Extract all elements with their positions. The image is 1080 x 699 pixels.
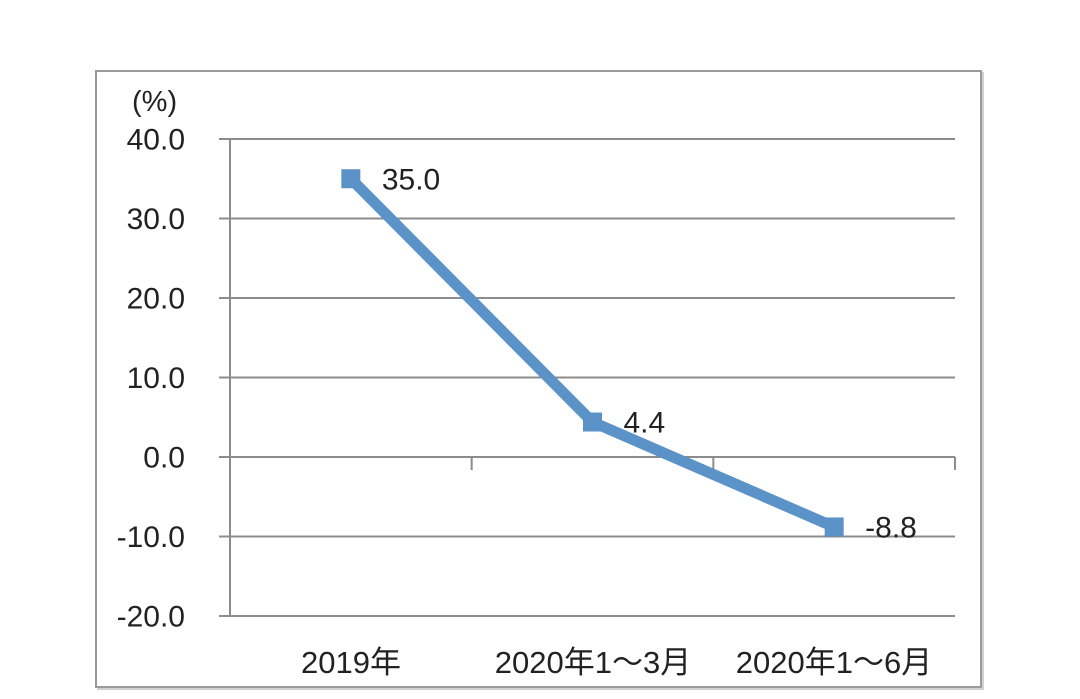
data-point-marker — [583, 412, 602, 432]
y-tick-label: 20.0 — [127, 283, 185, 316]
data-point-label: -8.8 — [865, 511, 917, 544]
y-tick-label: -10.0 — [117, 521, 185, 554]
y-tick-label: 30.0 — [127, 203, 185, 236]
x-tick-label: 2020年1～3月 — [494, 645, 692, 680]
y-tick-label: 10.0 — [127, 362, 185, 395]
data-point-label: 4.4 — [624, 407, 666, 440]
series-line — [346, 174, 837, 533]
data-point-marker — [341, 169, 361, 189]
data-point-marker — [824, 517, 844, 537]
chart-panel: (%) 40.0 30.0 20.0 10.0 0.0 -10.0 -20.0 35.0 4.4… — [95, 70, 982, 688]
x-tick-label: 2019年 — [301, 645, 401, 680]
y-tick-label: 40.0 — [127, 124, 185, 157]
y-tick-label: 0.0 — [143, 442, 185, 475]
data-point-label: 35.0 — [382, 163, 440, 196]
x-tick-label: 2020年1～6月 — [735, 645, 933, 680]
line-chart: 40.0 30.0 20.0 10.0 0.0 -10.0 -20.0 35.0 4.4 -8.8 — [117, 124, 956, 634]
y-axis-unit-label: (%) — [132, 86, 178, 118]
y-tick-label: -20.0 — [117, 601, 185, 634]
